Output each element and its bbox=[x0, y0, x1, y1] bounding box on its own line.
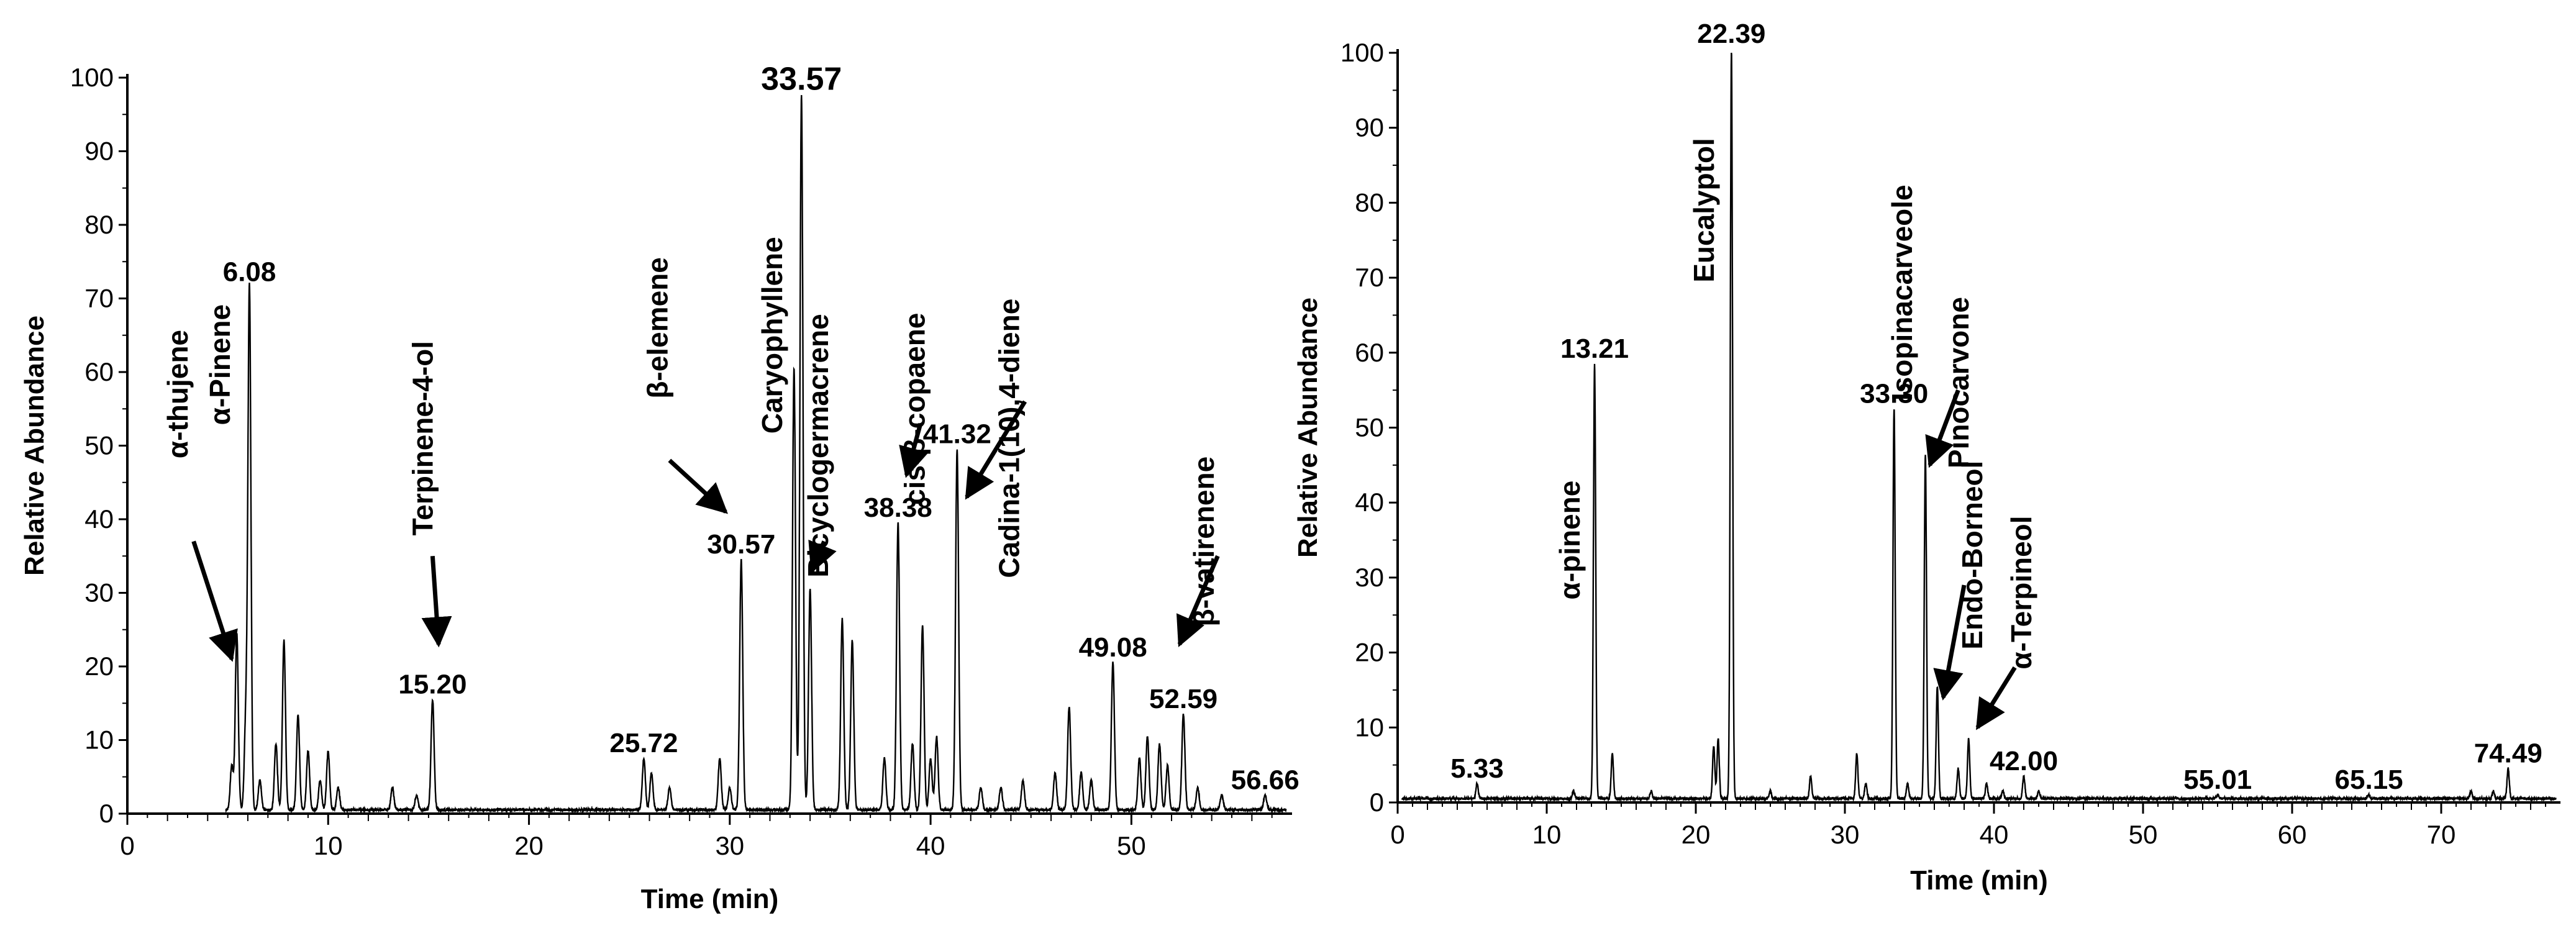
retention-time-label: 22.39 bbox=[1697, 19, 1765, 49]
y-tick-label: 70 bbox=[84, 284, 114, 313]
retention-time-label: 52.59 bbox=[1149, 684, 1217, 714]
y-axis-title: Relative Abundance bbox=[1293, 298, 1323, 558]
x-tick-label: 30 bbox=[1831, 820, 1860, 849]
x-tick-label: 0 bbox=[120, 831, 134, 860]
retention-time-label: 49.08 bbox=[1079, 632, 1147, 663]
x-tick-label: 0 bbox=[1390, 820, 1404, 849]
x-tick-label: 20 bbox=[514, 831, 544, 860]
x-tick-label: 40 bbox=[1980, 820, 2009, 849]
retention-time-label: 33.57 bbox=[761, 61, 842, 98]
y-axis-title: Relative Abundance bbox=[19, 316, 50, 576]
retention-time-label: 56.66 bbox=[1231, 765, 1299, 795]
compound-label: Cadina-1(10),4-diene bbox=[993, 299, 1025, 578]
x-tick-label: 50 bbox=[2129, 820, 2158, 849]
retention-time-label: 38.38 bbox=[864, 493, 932, 523]
compound-arrow bbox=[421, 556, 452, 648]
compound-arrow bbox=[808, 539, 837, 574]
retention-time-label: 41.32 bbox=[923, 419, 991, 449]
x-tick-label: 10 bbox=[314, 831, 343, 860]
y-tick-label: 50 bbox=[1355, 413, 1384, 442]
compound-arrow bbox=[1925, 389, 1960, 468]
compound-arrow bbox=[1975, 666, 2017, 730]
y-tick-label: 10 bbox=[84, 725, 114, 755]
x-tick-label: 70 bbox=[2427, 820, 2456, 849]
compound-arrow bbox=[899, 423, 929, 478]
y-tick-label: 30 bbox=[1355, 563, 1384, 592]
chromatogram-trace bbox=[1401, 52, 2557, 803]
compound-arrow bbox=[191, 540, 238, 662]
retention-time-label: 65.15 bbox=[2335, 765, 2403, 795]
y-tick-label: 50 bbox=[84, 431, 114, 460]
compound-arrow bbox=[965, 400, 1027, 500]
y-tick-label: 80 bbox=[1355, 188, 1384, 217]
compound-label: Endo-Borneol bbox=[1956, 461, 1988, 650]
y-tick-label: 90 bbox=[1355, 113, 1384, 142]
y-tick-label: 100 bbox=[1340, 38, 1384, 67]
x-tick-label: 30 bbox=[715, 831, 744, 860]
retention-time-label: 55.01 bbox=[2183, 765, 2252, 795]
y-tick-label: 20 bbox=[1355, 638, 1384, 667]
compound-label: Isopinacarveole bbox=[1886, 184, 1918, 401]
retention-time-label: 13.21 bbox=[1560, 334, 1629, 364]
y-tick-label: 30 bbox=[84, 578, 114, 607]
y-tick-label: 60 bbox=[1355, 338, 1384, 367]
y-tick-label: 100 bbox=[70, 63, 114, 92]
compound-label: Bicyclogermacrene bbox=[802, 314, 834, 577]
y-tick-label: 20 bbox=[84, 652, 114, 681]
y-tick-label: 40 bbox=[84, 504, 114, 534]
retention-time-label: 74.49 bbox=[2474, 738, 2542, 769]
retention-time-label: 5.33 bbox=[1450, 753, 1504, 784]
compound-arrow bbox=[668, 458, 728, 514]
retention-time-label: 6.08 bbox=[223, 257, 276, 288]
x-axis-title: Time (min) bbox=[1910, 865, 2048, 896]
retention-time-label: 15.20 bbox=[398, 669, 467, 699]
compound-label: Caryophyllene bbox=[756, 237, 788, 434]
retention-time-label: 42.00 bbox=[1990, 746, 2058, 776]
compound-label: α-pinene bbox=[1554, 481, 1586, 600]
chromatogram-panel-2: 0 10 20 30 40 50 60 70 80 90 100 0 10 20 30 40 50 60 70 Tim… bbox=[1293, 19, 2560, 896]
compound-label: Terpinene-4-ol bbox=[406, 341, 439, 536]
compound-label: Pinocarvone bbox=[1942, 297, 1975, 468]
x-tick-label: 50 bbox=[1117, 831, 1146, 860]
x-axis-title: Time (min) bbox=[641, 884, 779, 914]
chromatogram-panel-1: 0 10 20 30 40 50 60 70 80 90 100 0 10 20 30 40 50 Time (m… bbox=[19, 61, 1299, 914]
y-tick-label: 60 bbox=[84, 357, 114, 386]
y-tick-label: 70 bbox=[1355, 263, 1384, 292]
compound-label: β-elemene bbox=[642, 257, 674, 399]
y-tick-label: 90 bbox=[84, 137, 114, 166]
x-tick-label: 20 bbox=[1682, 820, 1711, 849]
y-tick-label: 40 bbox=[1355, 488, 1384, 517]
compound-label: α-Pinene bbox=[204, 304, 236, 425]
x-tick-label: 60 bbox=[2278, 820, 2307, 849]
retention-time-label: 30.57 bbox=[707, 529, 775, 560]
y-tick-label: 0 bbox=[99, 799, 114, 828]
retention-time-label: 25.72 bbox=[609, 728, 678, 758]
y-tick-label: 10 bbox=[1355, 712, 1384, 742]
compound-label: α-Terpineol bbox=[2005, 516, 2037, 669]
y-tick-label: 80 bbox=[84, 210, 114, 239]
y-tick-label: 0 bbox=[1370, 788, 1384, 817]
compound-label: cis-β-copaene bbox=[898, 313, 931, 505]
compound-label: α-thujene bbox=[162, 330, 194, 458]
retention-time-label: 33.30 bbox=[1860, 378, 1928, 409]
x-tick-label: 40 bbox=[916, 831, 945, 860]
x-tick-label: 10 bbox=[1532, 820, 1562, 849]
chromatogram-trace bbox=[225, 95, 1287, 814]
compound-arrow bbox=[1176, 555, 1220, 647]
compound-arrow bbox=[1933, 584, 1967, 701]
compound-label: β-vatirenene bbox=[1188, 457, 1220, 627]
compound-label: Eucalyptol bbox=[1688, 138, 1720, 283]
